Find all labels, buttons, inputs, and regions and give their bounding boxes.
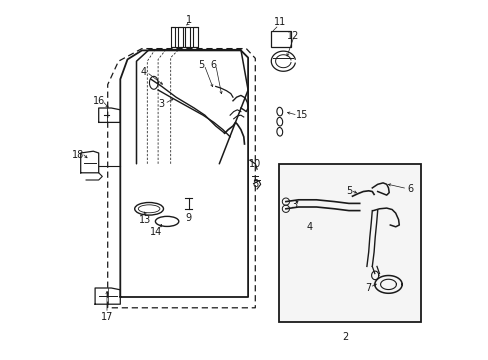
Text: 11: 11	[274, 17, 286, 27]
Bar	[178, 27, 182, 47]
Text: 8: 8	[252, 179, 258, 189]
Text: 9: 9	[185, 213, 191, 223]
Text: 14: 14	[150, 227, 162, 237]
Bar	[193, 27, 197, 47]
Text: 2: 2	[342, 332, 348, 342]
Text: 4: 4	[305, 222, 312, 232]
Text: 6: 6	[406, 184, 412, 194]
Text: 10: 10	[249, 159, 261, 169]
Bar	[278, 164, 420, 322]
Text: 1: 1	[185, 15, 191, 25]
Text: 7: 7	[365, 283, 371, 293]
Bar	[170, 27, 175, 47]
Text: 5: 5	[345, 186, 351, 196]
Text: 4: 4	[141, 67, 146, 77]
Text: 3: 3	[158, 99, 164, 109]
Text: 15: 15	[295, 110, 307, 120]
Text: 18: 18	[72, 150, 84, 160]
Text: 13: 13	[139, 215, 151, 225]
Text: 16: 16	[92, 96, 104, 106]
Text: 12: 12	[286, 31, 299, 41]
Bar	[185, 27, 190, 47]
Bar	[271, 31, 291, 47]
Text: 6: 6	[210, 60, 217, 70]
Text: 5: 5	[198, 60, 204, 70]
Text: 3: 3	[290, 200, 297, 210]
Text: 17: 17	[101, 312, 113, 322]
